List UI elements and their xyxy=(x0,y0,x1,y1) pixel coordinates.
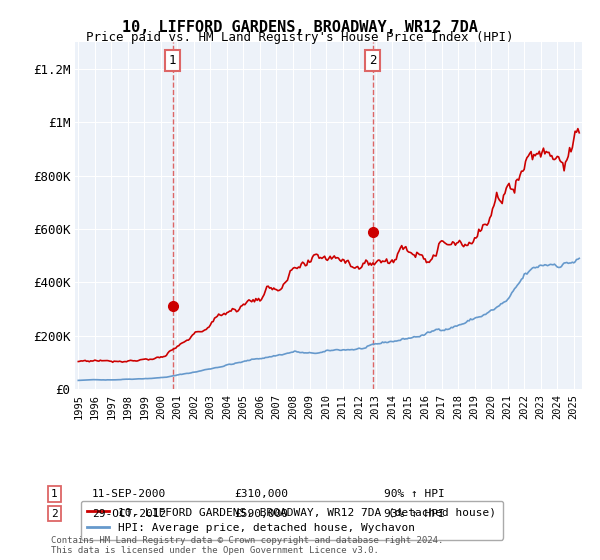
Text: 1: 1 xyxy=(51,489,58,499)
Text: £590,000: £590,000 xyxy=(234,508,288,519)
Text: 2: 2 xyxy=(369,54,377,67)
Text: Contains HM Land Registry data © Crown copyright and database right 2024.: Contains HM Land Registry data © Crown c… xyxy=(51,536,443,545)
Text: This data is licensed under the Open Government Licence v3.0.: This data is licensed under the Open Gov… xyxy=(51,545,379,555)
Text: 93% ↑ HPI: 93% ↑ HPI xyxy=(384,508,445,519)
Text: 11-SEP-2000: 11-SEP-2000 xyxy=(92,489,166,499)
Legend: 10, LIFFORD GARDENS, BROADWAY, WR12 7DA (detached house), HPI: Average price, de: 10, LIFFORD GARDENS, BROADWAY, WR12 7DA … xyxy=(80,501,503,539)
Text: 90% ↑ HPI: 90% ↑ HPI xyxy=(384,489,445,499)
Text: £310,000: £310,000 xyxy=(234,489,288,499)
Text: Price paid vs. HM Land Registry's House Price Index (HPI): Price paid vs. HM Land Registry's House … xyxy=(86,31,514,44)
Text: 10, LIFFORD GARDENS, BROADWAY, WR12 7DA: 10, LIFFORD GARDENS, BROADWAY, WR12 7DA xyxy=(122,20,478,35)
Text: 1: 1 xyxy=(169,54,176,67)
Text: 2: 2 xyxy=(51,508,58,519)
Text: 29-OCT-2012: 29-OCT-2012 xyxy=(92,508,166,519)
